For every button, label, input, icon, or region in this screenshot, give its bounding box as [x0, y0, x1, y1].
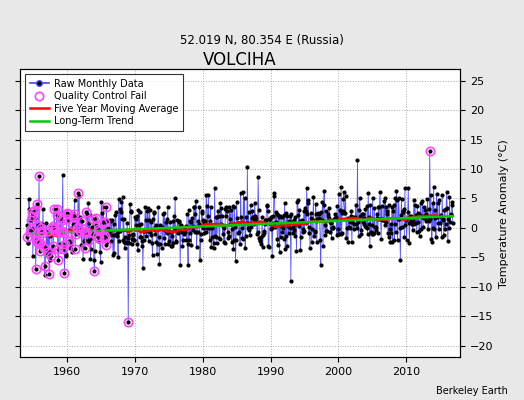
Text: Berkeley Earth: Berkeley Earth: [436, 386, 508, 396]
Legend: Raw Monthly Data, Quality Control Fail, Five Year Moving Average, Long-Term Tren: Raw Monthly Data, Quality Control Fail, …: [25, 74, 183, 131]
Text: 52.019 N, 80.354 E (Russia): 52.019 N, 80.354 E (Russia): [180, 34, 344, 47]
Title: VOLCIHA: VOLCIHA: [203, 51, 277, 69]
Y-axis label: Temperature Anomaly (°C): Temperature Anomaly (°C): [499, 139, 509, 288]
